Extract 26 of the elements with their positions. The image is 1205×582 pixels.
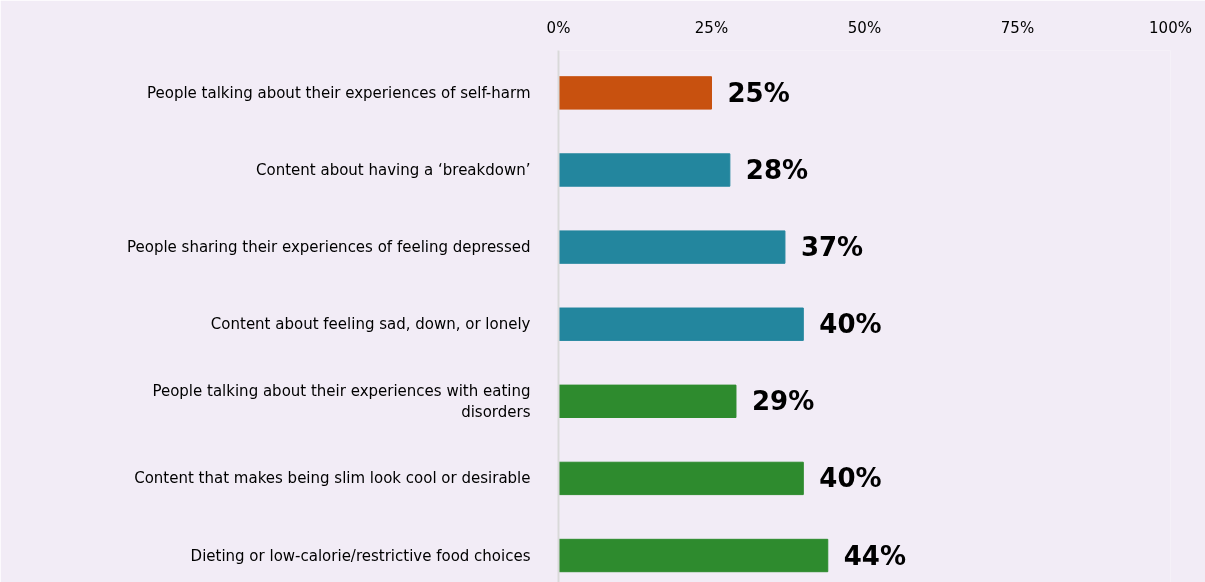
- data-label: 29%: [751, 386, 815, 417]
- x-tick-label: 50%: [847, 18, 882, 37]
- bar: [558, 538, 829, 573]
- y-tick-label: Content about having a ‘breakdown’: [256, 161, 531, 180]
- y-tick-label: People talking about their experiences with eating disorders: [152, 381, 531, 422]
- bar: [558, 153, 731, 187]
- data-label: 40%: [819, 463, 882, 494]
- bar: [558, 384, 737, 418]
- data-label: 28%: [745, 155, 809, 186]
- bar: [558, 230, 786, 264]
- x-tick-label: 100%: [1149, 18, 1192, 37]
- data-label: 25%: [727, 77, 790, 108]
- x-tick-label: 25%: [694, 18, 729, 37]
- bar: [558, 461, 804, 496]
- bar: [558, 76, 712, 110]
- y-tick-label: People talking about their experiences of self-harm: [147, 83, 531, 102]
- y-tick-label: Content that makes being slim look cool or desirable: [134, 469, 531, 488]
- data-label: 40%: [819, 309, 882, 340]
- data-label: 44%: [843, 540, 907, 571]
- y-tick-label: Dieting or low-calorie/restrictive food choices: [190, 546, 531, 565]
- x-tick-label: 0%: [546, 18, 571, 37]
- x-tick-label: 75%: [1000, 18, 1035, 37]
- y-tick-label: Content about feeling sad, down, or lonely: [210, 315, 531, 334]
- y-tick-label: People sharing their experiences of feeling depressed: [127, 238, 531, 257]
- bar: [558, 307, 804, 341]
- data-label: 37%: [800, 232, 864, 263]
